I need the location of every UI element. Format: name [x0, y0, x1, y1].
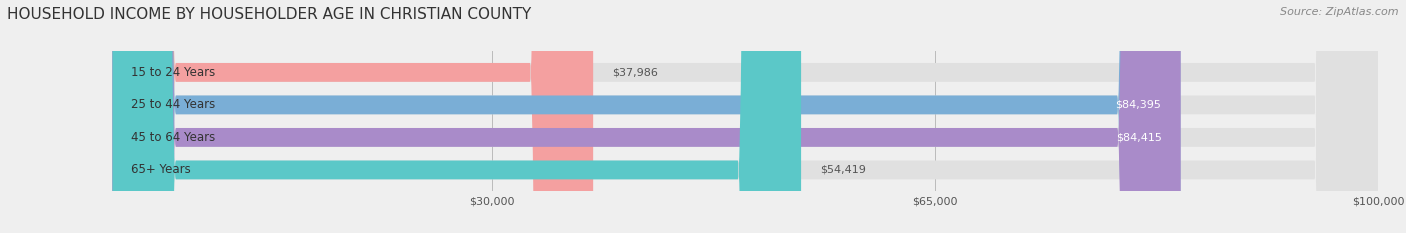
Text: 65+ Years: 65+ Years: [132, 163, 191, 176]
FancyBboxPatch shape: [112, 0, 1378, 233]
Text: HOUSEHOLD INCOME BY HOUSEHOLDER AGE IN CHRISTIAN COUNTY: HOUSEHOLD INCOME BY HOUSEHOLDER AGE IN C…: [7, 7, 531, 22]
Text: $84,415: $84,415: [1116, 132, 1161, 142]
Text: 45 to 64 Years: 45 to 64 Years: [132, 131, 215, 144]
FancyBboxPatch shape: [112, 0, 593, 233]
FancyBboxPatch shape: [112, 0, 1378, 233]
FancyBboxPatch shape: [112, 0, 1378, 233]
Text: $37,986: $37,986: [612, 67, 658, 77]
Text: Source: ZipAtlas.com: Source: ZipAtlas.com: [1281, 7, 1399, 17]
Text: 15 to 24 Years: 15 to 24 Years: [132, 66, 215, 79]
FancyBboxPatch shape: [112, 0, 1378, 233]
FancyBboxPatch shape: [112, 0, 801, 233]
Text: 25 to 44 Years: 25 to 44 Years: [132, 98, 215, 111]
FancyBboxPatch shape: [112, 0, 1181, 233]
FancyBboxPatch shape: [112, 0, 1181, 233]
Text: $54,419: $54,419: [820, 165, 866, 175]
Text: $84,395: $84,395: [1115, 100, 1161, 110]
